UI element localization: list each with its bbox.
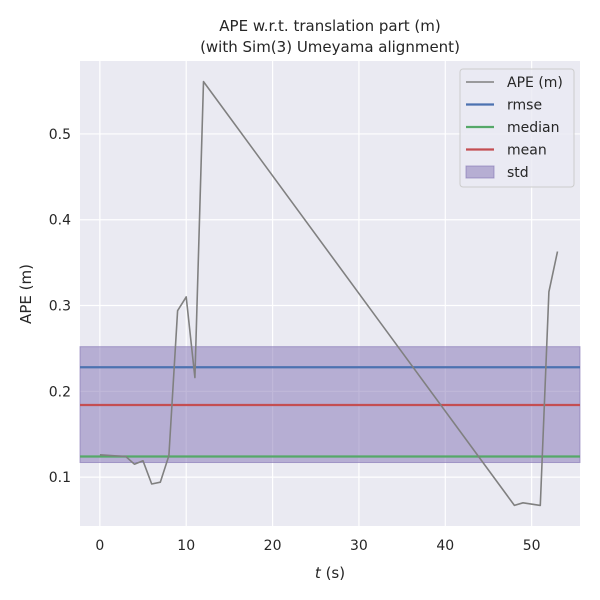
x-tick-label: 30 xyxy=(350,538,368,554)
ape-series-line xyxy=(99,80,559,507)
legend-label: median xyxy=(507,120,559,136)
chart-title: APE w.r.t. translation part (m) xyxy=(219,17,440,35)
y-axis-label: APE (m) xyxy=(17,264,35,324)
x-tick-labels: 0 10 20 30 40 50 xyxy=(95,538,540,554)
y-tick-label: 0.4 xyxy=(49,213,71,229)
statistics-bands xyxy=(79,346,581,464)
x-axis-variable: t xyxy=(315,564,322,582)
x-tick-label: 40 xyxy=(436,538,454,554)
y-tick-label: 0.3 xyxy=(49,299,71,315)
legend-label: mean xyxy=(507,143,547,159)
legend-label: rmse xyxy=(507,98,542,114)
chart-subtitle: (with Sim(3) Umeyama alignment) xyxy=(200,38,460,56)
legend-box xyxy=(459,68,575,188)
x-tick-label: 20 xyxy=(264,538,282,554)
legend-label: std xyxy=(507,165,529,181)
x-tick-label: 0 xyxy=(95,538,104,554)
y-tick-label: 0.1 xyxy=(49,470,71,486)
x-axis-label: t (s) xyxy=(315,564,345,582)
y-tick-label: 0.5 xyxy=(49,127,71,143)
x-axis-unit: (s) xyxy=(321,564,345,582)
data-series xyxy=(99,80,559,507)
x-tick-label: 10 xyxy=(177,538,195,554)
y-tick-label: 0.2 xyxy=(49,384,71,400)
legend-swatch xyxy=(465,165,495,179)
x-tick-label: 50 xyxy=(523,538,541,554)
legend: APE (m) rmse median mean std xyxy=(459,68,575,188)
legend-label: APE (m) xyxy=(507,75,563,91)
y-tick-labels: 0.1 0.2 0.3 0.4 0.5 xyxy=(49,127,71,486)
